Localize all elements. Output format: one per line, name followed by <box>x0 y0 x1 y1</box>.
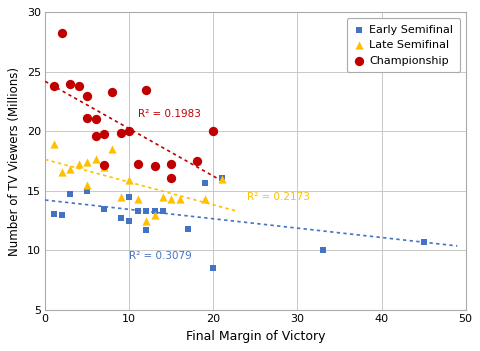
Text: R² = 0.1983: R² = 0.1983 <box>137 109 200 119</box>
Late Semifinal <box>92 156 99 161</box>
Late Semifinal <box>133 197 141 202</box>
Championship <box>192 158 200 164</box>
Early Semifinal <box>125 194 133 200</box>
Early Semifinal <box>49 211 57 216</box>
Early Semifinal <box>117 216 124 221</box>
Championship <box>75 83 83 89</box>
Championship <box>142 87 150 93</box>
Early Semifinal <box>318 247 326 253</box>
Championship <box>209 128 217 134</box>
Championship <box>117 130 124 135</box>
Early Semifinal <box>167 176 175 182</box>
Early Semifinal <box>209 265 217 271</box>
Late Semifinal <box>58 169 66 175</box>
Early Semifinal <box>217 175 225 181</box>
Legend: Early Semifinal, Late Semifinal, Championship: Early Semifinal, Late Semifinal, Champio… <box>347 18 459 72</box>
Championship <box>49 83 57 89</box>
Late Semifinal <box>201 197 208 202</box>
Early Semifinal <box>142 227 150 233</box>
Early Semifinal <box>58 212 66 218</box>
Early Semifinal <box>100 206 108 212</box>
Championship <box>92 133 99 139</box>
Early Semifinal <box>133 208 141 214</box>
Late Semifinal <box>100 164 108 170</box>
Late Semifinal <box>49 142 57 147</box>
Late Semifinal <box>142 218 150 224</box>
Late Semifinal <box>108 146 116 152</box>
Early Semifinal <box>184 226 192 232</box>
Late Semifinal <box>159 194 167 200</box>
Early Semifinal <box>83 188 91 194</box>
Late Semifinal <box>75 161 83 166</box>
Championship <box>100 162 108 167</box>
Early Semifinal <box>159 208 167 214</box>
Late Semifinal <box>217 176 225 182</box>
Y-axis label: Number of TV Viewers (Millions): Number of TV Viewers (Millions) <box>8 67 21 256</box>
Late Semifinal <box>150 212 158 218</box>
Championship <box>100 131 108 137</box>
Early Semifinal <box>419 239 427 245</box>
Late Semifinal <box>167 174 175 179</box>
Championship <box>125 128 133 134</box>
Championship <box>66 81 74 87</box>
Early Semifinal <box>150 208 158 214</box>
Championship <box>83 93 91 99</box>
Championship <box>108 89 116 95</box>
Late Semifinal <box>167 197 175 202</box>
Early Semifinal <box>125 218 133 224</box>
Late Semifinal <box>83 182 91 188</box>
X-axis label: Final Margin of Victory: Final Margin of Victory <box>185 330 324 343</box>
Championship <box>83 115 91 121</box>
Championship <box>150 163 158 169</box>
Championship <box>167 161 175 166</box>
Championship <box>58 30 66 35</box>
Late Semifinal <box>117 194 124 200</box>
Early Semifinal <box>142 208 150 214</box>
Late Semifinal <box>83 159 91 165</box>
Late Semifinal <box>125 177 133 183</box>
Early Semifinal <box>66 192 74 197</box>
Text: R² = 0.3079: R² = 0.3079 <box>129 251 192 261</box>
Championship <box>167 175 175 181</box>
Championship <box>92 117 99 122</box>
Championship <box>133 161 141 166</box>
Text: R² = 0.2173: R² = 0.2173 <box>247 192 309 203</box>
Late Semifinal <box>176 197 183 202</box>
Early Semifinal <box>201 180 208 185</box>
Late Semifinal <box>66 167 74 172</box>
